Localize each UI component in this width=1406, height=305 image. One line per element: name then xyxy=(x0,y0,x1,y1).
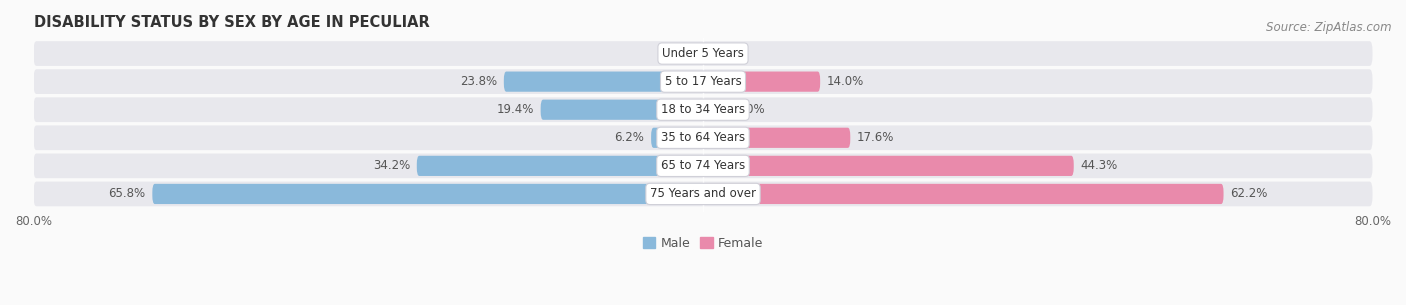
Text: 65 to 74 Years: 65 to 74 Years xyxy=(661,160,745,172)
Text: 17.6%: 17.6% xyxy=(858,131,894,144)
FancyBboxPatch shape xyxy=(541,100,703,120)
Text: 0.0%: 0.0% xyxy=(666,47,696,60)
Text: 19.4%: 19.4% xyxy=(496,103,534,116)
FancyBboxPatch shape xyxy=(703,100,728,120)
Text: 3.0%: 3.0% xyxy=(735,103,765,116)
FancyBboxPatch shape xyxy=(503,72,703,92)
Text: Under 5 Years: Under 5 Years xyxy=(662,47,744,60)
Text: 6.2%: 6.2% xyxy=(614,131,644,144)
FancyBboxPatch shape xyxy=(34,97,1372,122)
FancyBboxPatch shape xyxy=(703,184,1223,204)
FancyBboxPatch shape xyxy=(34,125,1372,150)
Text: 75 Years and over: 75 Years and over xyxy=(650,188,756,200)
FancyBboxPatch shape xyxy=(703,156,1074,176)
FancyBboxPatch shape xyxy=(651,128,703,148)
Text: 23.8%: 23.8% xyxy=(460,75,498,88)
Text: 62.2%: 62.2% xyxy=(1230,188,1268,200)
Text: 18 to 34 Years: 18 to 34 Years xyxy=(661,103,745,116)
FancyBboxPatch shape xyxy=(34,153,1372,178)
FancyBboxPatch shape xyxy=(34,41,1372,66)
Text: 44.3%: 44.3% xyxy=(1080,160,1118,172)
Text: 34.2%: 34.2% xyxy=(373,160,411,172)
FancyBboxPatch shape xyxy=(416,156,703,176)
Text: 0.0%: 0.0% xyxy=(710,47,740,60)
FancyBboxPatch shape xyxy=(34,69,1372,94)
Text: Source: ZipAtlas.com: Source: ZipAtlas.com xyxy=(1267,21,1392,34)
Text: 5 to 17 Years: 5 to 17 Years xyxy=(665,75,741,88)
Text: 65.8%: 65.8% xyxy=(108,188,146,200)
Text: DISABILITY STATUS BY SEX BY AGE IN PECULIAR: DISABILITY STATUS BY SEX BY AGE IN PECUL… xyxy=(34,15,429,30)
FancyBboxPatch shape xyxy=(152,184,703,204)
Text: 35 to 64 Years: 35 to 64 Years xyxy=(661,131,745,144)
FancyBboxPatch shape xyxy=(703,128,851,148)
Legend: Male, Female: Male, Female xyxy=(638,232,768,255)
Text: 14.0%: 14.0% xyxy=(827,75,865,88)
FancyBboxPatch shape xyxy=(34,181,1372,206)
FancyBboxPatch shape xyxy=(703,72,820,92)
